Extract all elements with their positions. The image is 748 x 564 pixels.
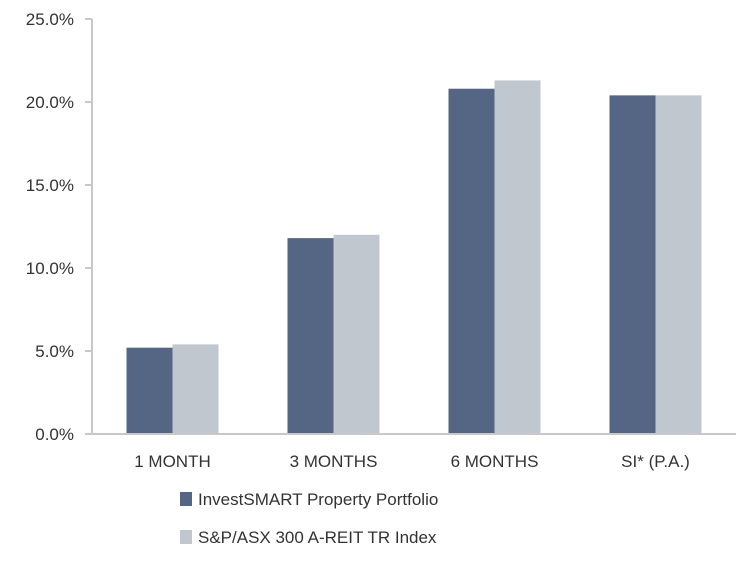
legend-swatch-1	[180, 530, 192, 544]
bar-index-2	[494, 80, 541, 435]
x-category-label: 1 MONTH	[134, 452, 211, 471]
y-tick-label: 0.0%	[35, 425, 74, 444]
bars	[126, 80, 702, 435]
bar-index-1	[333, 234, 380, 434]
bar-portfolio-3	[609, 95, 656, 435]
bar-index-3	[655, 95, 702, 435]
bar-index-0	[172, 344, 219, 434]
y-tick-label: 20.0%	[26, 93, 74, 112]
y-tick-label: 5.0%	[35, 342, 74, 361]
x-category-label: 3 MONTHS	[290, 452, 378, 471]
legend-swatch-0	[180, 492, 192, 506]
legend-label-1: S&P/ASX 300 A-REIT TR Index	[198, 528, 437, 547]
bar-portfolio-0	[126, 347, 173, 434]
y-tick-label: 15.0%	[26, 176, 74, 195]
y-tick-label: 25.0%	[26, 10, 74, 29]
bar-portfolio-2	[448, 88, 495, 434]
x-category-label: SI* (P.A.)	[621, 452, 690, 471]
legend-label-0: InvestSMART Property Portfolio	[198, 490, 438, 509]
bar-portfolio-1	[287, 238, 334, 434]
x-category-label: 6 MONTHS	[451, 452, 539, 471]
legend: InvestSMART Property Portfolio S&P/ASX 30…	[180, 490, 438, 547]
y-tick-label: 10.0%	[26, 259, 74, 278]
x-axis-categories: 1 MONTH 3 MONTHS 6 MONTHS SI* (P.A.)	[134, 452, 690, 471]
y-axis-ticks: 0.0% 5.0% 10.0% 15.0% 20.0% 25.0%	[26, 10, 92, 444]
